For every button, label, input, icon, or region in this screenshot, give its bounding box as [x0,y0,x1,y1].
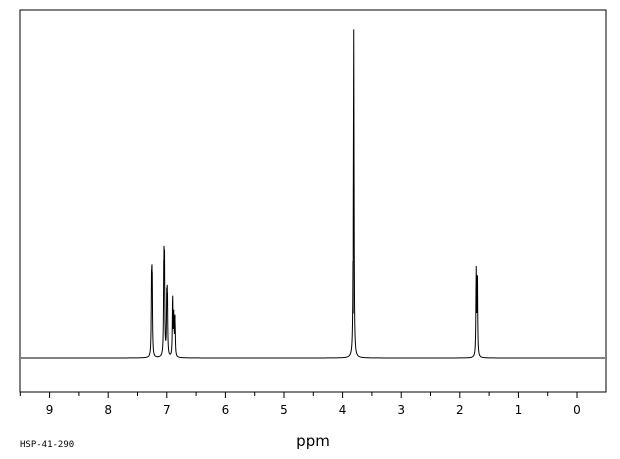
x-tick-label: 2 [456,403,464,417]
x-tick-label: 6 [222,403,230,417]
x-axis-tick-labels: 9 8 7 6 5 4 3 2 1 0 [46,403,581,417]
x-tick-label: 9 [46,403,54,417]
spectrum-id-label: HSP-41-290 [20,440,74,450]
x-tick-label: 8 [104,403,112,417]
x-tick-label: 5 [280,403,288,417]
spectrum-line [21,29,605,359]
x-axis-ticks [19,392,578,398]
x-tick-label: 1 [515,403,523,417]
plot-frame [19,9,607,393]
x-axis-label: ppm [296,432,330,450]
x-tick-label: 0 [573,403,581,417]
x-tick-label: 3 [397,403,405,417]
x-tick-label: 7 [163,403,171,417]
x-tick-label: 4 [339,403,347,417]
